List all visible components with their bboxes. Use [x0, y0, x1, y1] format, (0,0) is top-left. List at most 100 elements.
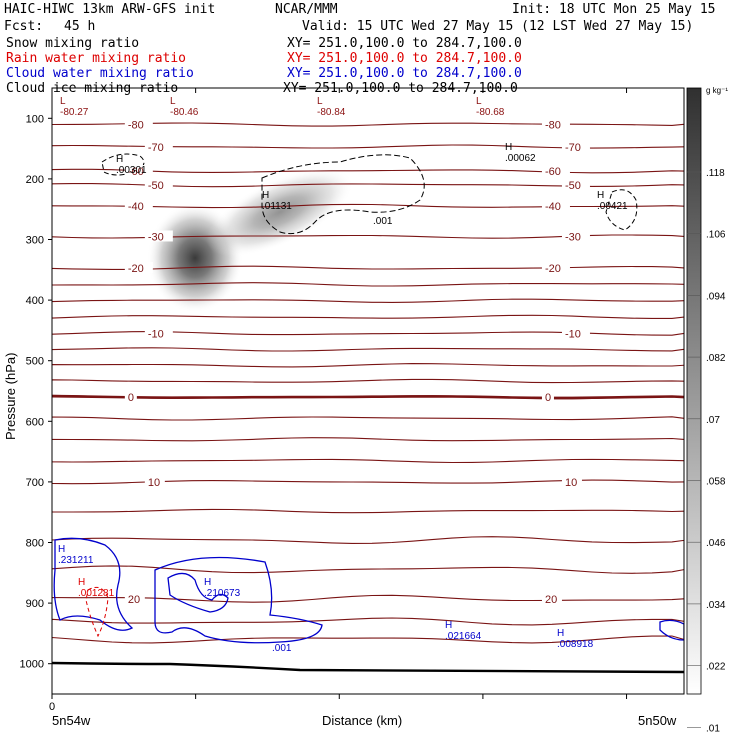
temperature-contour-label: -20: [128, 263, 144, 275]
plot-frame: [51, 87, 685, 695]
temperature-contour-line: [52, 437, 684, 442]
extremum-marker: H: [505, 142, 512, 153]
colorbar-unit: g kg⁻¹: [706, 86, 728, 95]
extremum-marker: H: [58, 544, 65, 555]
extremum-value: .008918: [557, 639, 594, 650]
temperature-contour-line: [52, 594, 684, 603]
extremum-value: .00421: [597, 201, 628, 212]
extremum-value: -80.68: [476, 107, 505, 118]
temperature-contour-label: -10: [565, 328, 581, 340]
extremum-value: .231211: [58, 555, 94, 566]
temperature-contour-label: 10: [148, 477, 160, 489]
temperature-contour-label: 20: [128, 594, 140, 606]
field-rain-xy: XY= 251.0,100.0 to 284.7,100.0: [287, 51, 522, 66]
model-title: HAIC-HIWC 13km ARW-GFS init: [4, 2, 215, 17]
extremum-value: .021664: [445, 631, 482, 642]
temperature-contour-line: [52, 536, 684, 544]
temperature-contour-line: [52, 416, 684, 421]
contour-label-bg: [144, 327, 173, 339]
fcst-label: Fcst:: [4, 19, 43, 34]
extremum-value: .001281: [78, 588, 115, 599]
contour-label-bg: [541, 592, 562, 604]
y-tick-label: 800: [26, 538, 44, 550]
contour-label-bg: [124, 200, 153, 212]
contour-label-bg: [541, 200, 570, 212]
cloud-water-contour: [154, 556, 323, 644]
colorbar-label: .034: [706, 600, 726, 611]
y-tick-label: 900: [26, 598, 44, 610]
temperature-contour-label: -50: [148, 180, 164, 192]
temperature-contour-label: 10: [565, 477, 577, 489]
contour-label-bg: [144, 178, 173, 190]
cloud-water-contour: [53, 537, 134, 631]
colorbar: [686, 87, 702, 695]
temperature-contours: [52, 122, 684, 644]
temperature-contour-line: [52, 479, 684, 485]
y-axis-label: Pressure (hPa): [3, 353, 18, 440]
y-tick-label: 600: [26, 416, 44, 428]
colorbar-label: .01: [706, 723, 720, 734]
cloud-water-contour: [167, 572, 229, 613]
y-tick-label: 200: [26, 174, 44, 186]
contour-label-bg: [144, 230, 173, 242]
extremum-value: -80.84: [317, 107, 346, 118]
cloud-ice-contour: [101, 153, 145, 176]
extremum-value: -80.46: [170, 107, 199, 118]
extremum-value: .01131: [262, 201, 292, 212]
temperature-contour-line: [52, 508, 684, 514]
extremum-marker: H: [445, 620, 452, 631]
colorbar-label: .094: [706, 291, 726, 302]
init-time: Init: 18 UTC Mon 25 May 15: [512, 2, 716, 17]
extremum-marker: L: [476, 96, 482, 107]
temperature-contour-label: 20: [545, 594, 557, 606]
contour-label-bg: [124, 165, 153, 177]
temperature-contour-label: -60: [128, 166, 144, 178]
contour-label-bg: [561, 230, 590, 242]
fcst-value: 45 h: [64, 19, 95, 34]
extremum-marker: L: [60, 96, 66, 107]
snow-shading-tail: [206, 167, 354, 257]
contour-label-bg: [124, 391, 137, 403]
extremum-marker: H: [557, 628, 564, 639]
temperature-contour-line: [52, 347, 684, 352]
x-axis-label: Distance (km): [322, 713, 402, 728]
contour-label-bg: [561, 475, 582, 487]
contour-label-bg: [541, 391, 554, 403]
extremum-marker: L: [317, 96, 323, 107]
temperature-contour-label: -80: [545, 119, 561, 131]
y-tick-label: 500: [26, 356, 44, 368]
plot-area: -80 -80 -70 -70 -60 -60 -50 -50 -40 -40 -30 -30 -20 -…: [52, 96, 684, 674]
x-axis: [51, 88, 628, 699]
y-axis: 100 200 300 400 500 600 700 800 900 1000: [20, 113, 52, 671]
colorbar-label: .07: [706, 415, 720, 426]
colorbar-label: .082: [706, 353, 726, 364]
extremum-value: .00301: [116, 165, 147, 176]
y-tick-label: 700: [26, 477, 44, 489]
extremum-value: .00062: [505, 153, 536, 164]
temperature-contour-label: -80: [128, 119, 144, 131]
temperature-contour-line: [52, 458, 684, 464]
contour-label-bg: [144, 475, 165, 487]
temperature-contour-line: [52, 635, 684, 644]
temperature-contour-label: -60: [545, 166, 561, 178]
temperature-contour-line: [52, 314, 684, 319]
contour-label-bg: [144, 140, 173, 152]
temperature-contour-line: [52, 617, 684, 626]
temperature-contour-label: -30: [148, 231, 164, 243]
extremum-marker: H: [597, 190, 604, 201]
extremum-marker: H: [262, 190, 269, 201]
contour-label-bg: [561, 178, 590, 190]
extremum-value: .001: [272, 643, 292, 654]
y-tick-label: 400: [26, 295, 44, 307]
cloud-water-contour: [659, 619, 684, 641]
temperature-contour-line: [52, 394, 684, 400]
temperature-contour-line: [52, 363, 684, 368]
temperature-contour-line: [52, 565, 684, 574]
contour-label-bg: [124, 261, 153, 273]
extremum-marker: L: [170, 96, 176, 107]
extremum-value: .001: [373, 216, 393, 227]
cloud-ice-contour: [261, 154, 425, 235]
contour-label-bg: [541, 261, 570, 273]
temperature-contour-label: -50: [565, 180, 581, 192]
